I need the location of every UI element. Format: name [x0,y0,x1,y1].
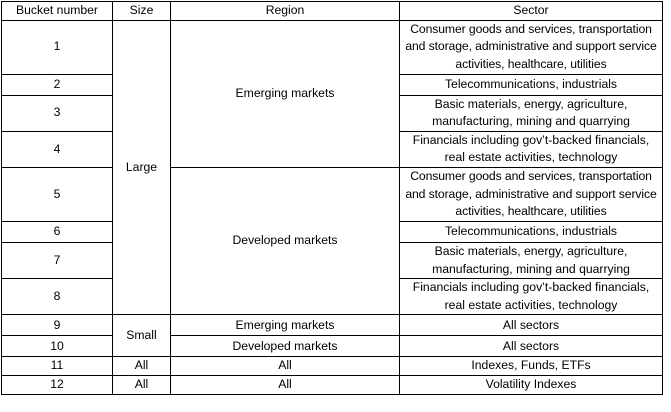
header-sector: Sector [399,1,663,21]
table-row: 9 Small Emerging markets All sectors [1,314,663,358]
region-cell-developed-large: Developed markets [170,166,400,316]
size-cell-small: Small [112,314,171,358]
bucket-number-cell: 10 [1,335,113,358]
region-cell: All [170,374,400,395]
sector-cell: Financials including gov’t-backed financ… [399,278,663,316]
size-cell: All [112,356,171,376]
table-row: 12 All All Volatility Indexes [1,374,663,395]
bucket-number-cell: 6 [1,220,113,243]
region-cell: Developed markets [170,335,400,358]
table-row: 6 Telecommunications, industrials [1,220,663,243]
header-size: Size [112,1,171,21]
header-bucket-number: Bucket number [1,1,113,21]
bucket-number-cell: 12 [1,374,113,395]
bucket-number-cell: 5 [1,166,113,222]
bucket-number-cell: 7 [1,241,113,280]
sector-cell: Consumer goods and services, transportat… [399,166,663,222]
sector-cell: Financials including gov’t-backed financ… [399,130,663,168]
size-cell: All [112,374,171,395]
table-row: 10 Developed markets All sectors [1,335,663,358]
header-region: Region [170,1,400,21]
region-cell: All [170,356,400,376]
sector-cell: Consumer goods and services, transportat… [399,19,663,75]
size-cell-large: Large [112,19,171,316]
table-row: 7 Basic materials, energy, agriculture, … [1,241,663,280]
sector-cell: All sectors [399,335,663,358]
sector-cell: Basic materials, energy, agriculture, ma… [399,241,663,280]
bucket-number-cell: 9 [1,314,113,337]
bucket-number-cell: 3 [1,94,113,132]
header-row: Bucket number Size Region Sector [1,1,663,21]
table-row: 3 Basic materials, energy, agriculture, … [1,94,663,132]
sector-cell: Telecommunications, industrials [399,220,663,243]
bucket-table: Bucket number Size Region Sector 1 Large… [1,1,663,395]
table-row: 8 Financials including gov’t-backed fina… [1,278,663,316]
table-row: 1 Large Emerging markets Consumer goods … [1,19,663,316]
table-row: 4 Financials including gov’t-backed fina… [1,130,663,168]
bucket-number-cell: 4 [1,130,113,168]
region-cell-emerging-large: Emerging markets [170,19,400,168]
bucket-number-cell: 2 [1,73,113,96]
bucket-table-container: Bucket number Size Region Sector 1 Large… [1,1,663,395]
sector-cell: Volatility Indexes [399,374,663,395]
table-row: 5 Developed markets Consumer goods and s… [1,166,663,316]
sector-cell: Indexes, Funds, ETFs [399,356,663,376]
region-cell: Emerging markets [170,314,400,337]
sector-cell: All sectors [399,314,663,337]
bucket-number-cell: 8 [1,278,113,316]
sector-cell: Basic materials, energy, agriculture, ma… [399,94,663,132]
bucket-number-cell: 1 [1,19,113,75]
bucket-number-cell: 11 [1,356,113,376]
table-row: 11 All All Indexes, Funds, ETFs [1,356,663,376]
sector-cell: Telecommunications, industrials [399,73,663,96]
